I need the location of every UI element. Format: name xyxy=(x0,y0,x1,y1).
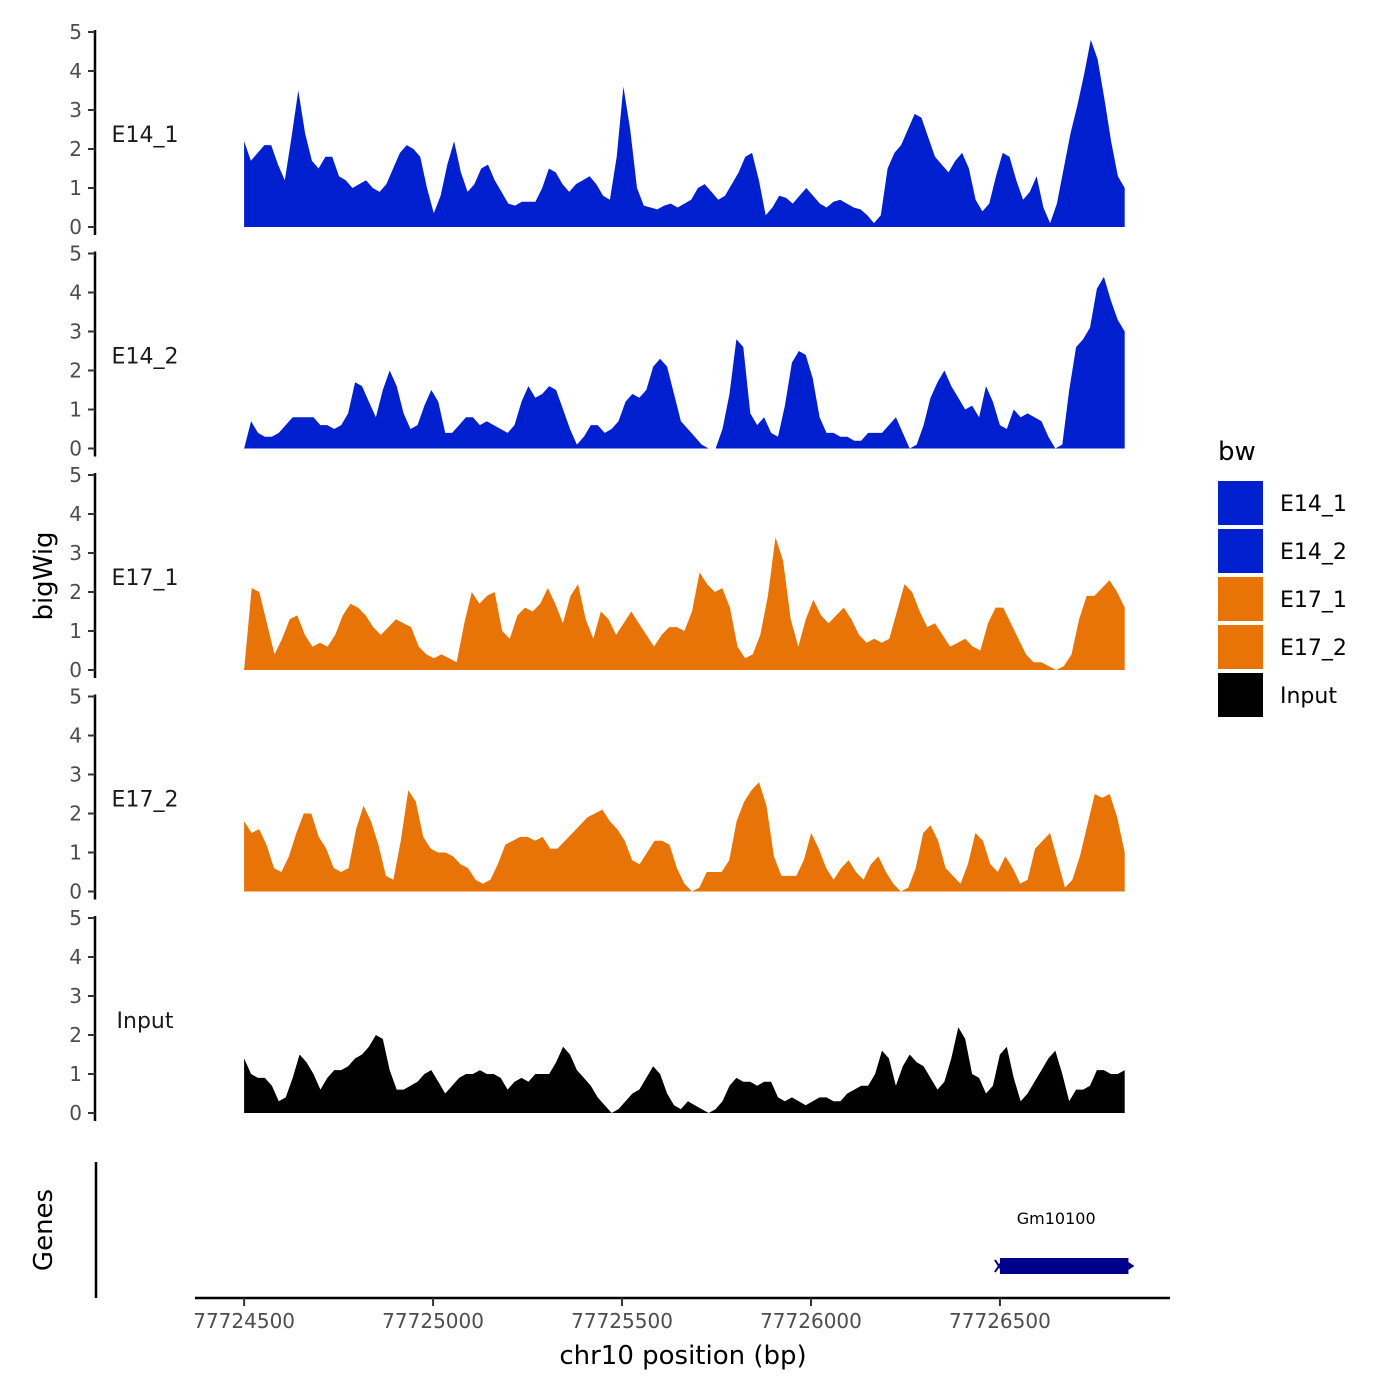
x-tick-label: 77726000 xyxy=(760,1309,862,1333)
track-label: E14_1 xyxy=(112,123,179,148)
y-tick-label: 5 xyxy=(69,463,82,487)
gene-label: Gm10100 xyxy=(1017,1209,1096,1228)
y-tick-label: 3 xyxy=(69,98,82,122)
gene-layer: Gm10100 xyxy=(994,1209,1135,1274)
y-tick-label: 5 xyxy=(69,906,82,930)
track-label: E17_2 xyxy=(112,788,179,813)
x-tick-label: 77725500 xyxy=(571,1309,673,1333)
tracks: 0 1 2 3 4 5 E14_1 0 1 2 3 4 5 E14_2 0 1 2 3 4 5 E17_1 0 1 2 3 4 5 E… xyxy=(69,20,1125,1125)
x-axis-title: chr10 position (bp) xyxy=(559,1341,806,1371)
legend-item: Input xyxy=(1218,673,1337,717)
track-e17-2: 0 1 2 3 4 5 E17_2 xyxy=(69,685,1125,904)
series-area-input xyxy=(244,1027,1125,1113)
y-tick-label: 0 xyxy=(69,215,82,239)
y-axis-title: bigWig xyxy=(29,531,59,620)
y-tick-label: 3 xyxy=(69,763,82,787)
legend-label: Input xyxy=(1280,684,1337,709)
gene-strand-marker xyxy=(994,1259,1004,1273)
y-tick-label: 4 xyxy=(69,281,82,305)
series-area-e14-2 xyxy=(244,276,1125,449)
y-tick-label: 1 xyxy=(69,841,82,865)
y-tick-label: 2 xyxy=(69,580,82,604)
y-tick-label: 1 xyxy=(69,176,82,200)
series-area-e17-2 xyxy=(244,782,1125,892)
gene-end-marker xyxy=(1128,1262,1135,1270)
y-tick-label: 3 xyxy=(69,320,82,344)
legend-item: E17_2 xyxy=(1218,625,1347,669)
legend-item: E14_2 xyxy=(1218,529,1347,573)
track-e17-1: 0 1 2 3 4 5 E17_1 xyxy=(69,463,1125,682)
y-tick-label: 5 xyxy=(69,685,82,709)
gene-gm10100: Gm10100 xyxy=(994,1209,1135,1274)
y-tick-label: 3 xyxy=(69,541,82,565)
y-tick-label: 0 xyxy=(69,880,82,904)
y-tick-label: 1 xyxy=(69,619,82,643)
legend-item: E17_1 xyxy=(1218,577,1347,621)
y-tick-label: 5 xyxy=(69,242,82,266)
legend-label: E14_1 xyxy=(1280,492,1347,517)
track-label: Input xyxy=(117,1009,174,1034)
y-tick-label: 3 xyxy=(69,984,82,1008)
x-tick-label: 77725000 xyxy=(382,1309,484,1333)
y-tick-label: 4 xyxy=(69,502,82,526)
track-label: E14_2 xyxy=(112,345,179,370)
y-tick-label: 0 xyxy=(69,658,82,682)
x-axis: 77724500 77725000 77725500 77726000 77726500 xyxy=(193,1296,1170,1333)
genes-axis-title: Genes xyxy=(29,1189,59,1271)
legend-swatch xyxy=(1218,481,1263,525)
gene-panel: Genes Gm10100 xyxy=(29,1162,1135,1298)
y-tick-label: 2 xyxy=(69,359,82,383)
y-tick-label: 0 xyxy=(69,1101,82,1125)
legend-swatch xyxy=(1218,625,1263,669)
x-tick-label: 77724500 xyxy=(193,1309,295,1333)
y-tick-label: 2 xyxy=(69,1023,82,1047)
track-e14-2: 0 1 2 3 4 5 E14_2 xyxy=(69,242,1125,461)
y-tick-label: 4 xyxy=(69,724,82,748)
series-area-e14-1 xyxy=(244,39,1125,227)
legend-label: E14_2 xyxy=(1280,540,1347,565)
track-e14-1: 0 1 2 3 4 5 E14_1 xyxy=(69,20,1125,239)
y-tick-label: 1 xyxy=(69,398,82,422)
y-tick-label: 2 xyxy=(69,802,82,826)
gene-body xyxy=(999,1258,1129,1274)
y-tick-label: 4 xyxy=(69,945,82,969)
legend-title: bw xyxy=(1218,437,1256,467)
y-tick-label: 0 xyxy=(69,437,82,461)
legend-swatch xyxy=(1218,529,1263,573)
legend: bw E14_1 E14_2 E17_1 E17_2 Input xyxy=(1218,437,1347,717)
legend-swatch xyxy=(1218,577,1263,621)
x-tick-label: 77726500 xyxy=(949,1309,1051,1333)
series-area-e17-1 xyxy=(244,537,1125,670)
legend-item: E14_1 xyxy=(1218,481,1347,525)
track-input: 0 1 2 3 4 5 Input xyxy=(69,906,1125,1125)
legend-swatch xyxy=(1218,673,1263,717)
y-tick-label: 1 xyxy=(69,1062,82,1086)
track-label: E17_1 xyxy=(112,566,179,591)
y-tick-label: 4 xyxy=(69,59,82,83)
y-tick-label: 2 xyxy=(69,137,82,161)
legend-label: E17_2 xyxy=(1280,636,1347,661)
y-tick-label: 5 xyxy=(69,20,82,44)
legend-label: E17_1 xyxy=(1280,588,1347,613)
